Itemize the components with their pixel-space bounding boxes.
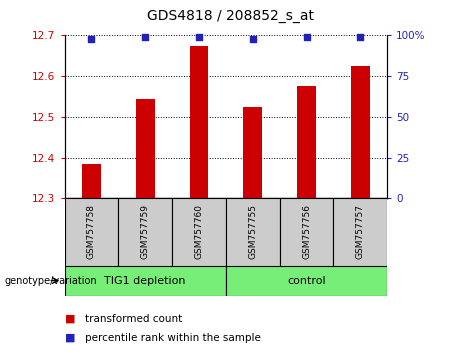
Bar bbox=[189, 46, 208, 198]
Text: GSM757757: GSM757757 bbox=[356, 204, 365, 259]
Text: ■: ■ bbox=[65, 314, 75, 324]
Bar bbox=[136, 98, 154, 198]
Text: GSM757760: GSM757760 bbox=[195, 204, 203, 259]
Text: GSM757755: GSM757755 bbox=[248, 204, 257, 259]
Point bbox=[249, 36, 256, 41]
Point bbox=[303, 34, 310, 40]
Bar bbox=[226, 266, 387, 296]
Text: TIG1 depletion: TIG1 depletion bbox=[105, 275, 186, 286]
Text: GDS4818 / 208852_s_at: GDS4818 / 208852_s_at bbox=[147, 9, 314, 23]
Point bbox=[88, 36, 95, 41]
Point bbox=[195, 34, 203, 40]
Text: transformed count: transformed count bbox=[85, 314, 183, 324]
Bar bbox=[297, 86, 316, 198]
Text: control: control bbox=[287, 275, 326, 286]
Bar bbox=[243, 107, 262, 198]
Text: GSM757758: GSM757758 bbox=[87, 204, 96, 259]
Text: GSM757759: GSM757759 bbox=[141, 204, 150, 259]
Bar bbox=[172, 198, 226, 266]
Text: percentile rank within the sample: percentile rank within the sample bbox=[85, 333, 261, 343]
Bar bbox=[226, 198, 280, 266]
Text: genotype/variation: genotype/variation bbox=[5, 275, 97, 286]
Bar bbox=[333, 198, 387, 266]
Bar bbox=[82, 164, 101, 198]
Bar bbox=[118, 198, 172, 266]
Bar bbox=[65, 266, 226, 296]
Point bbox=[142, 34, 149, 40]
Text: GSM757756: GSM757756 bbox=[302, 204, 311, 259]
Bar bbox=[65, 198, 118, 266]
Text: ■: ■ bbox=[65, 333, 75, 343]
Point bbox=[357, 34, 364, 40]
Bar bbox=[351, 66, 370, 198]
Bar bbox=[280, 198, 333, 266]
